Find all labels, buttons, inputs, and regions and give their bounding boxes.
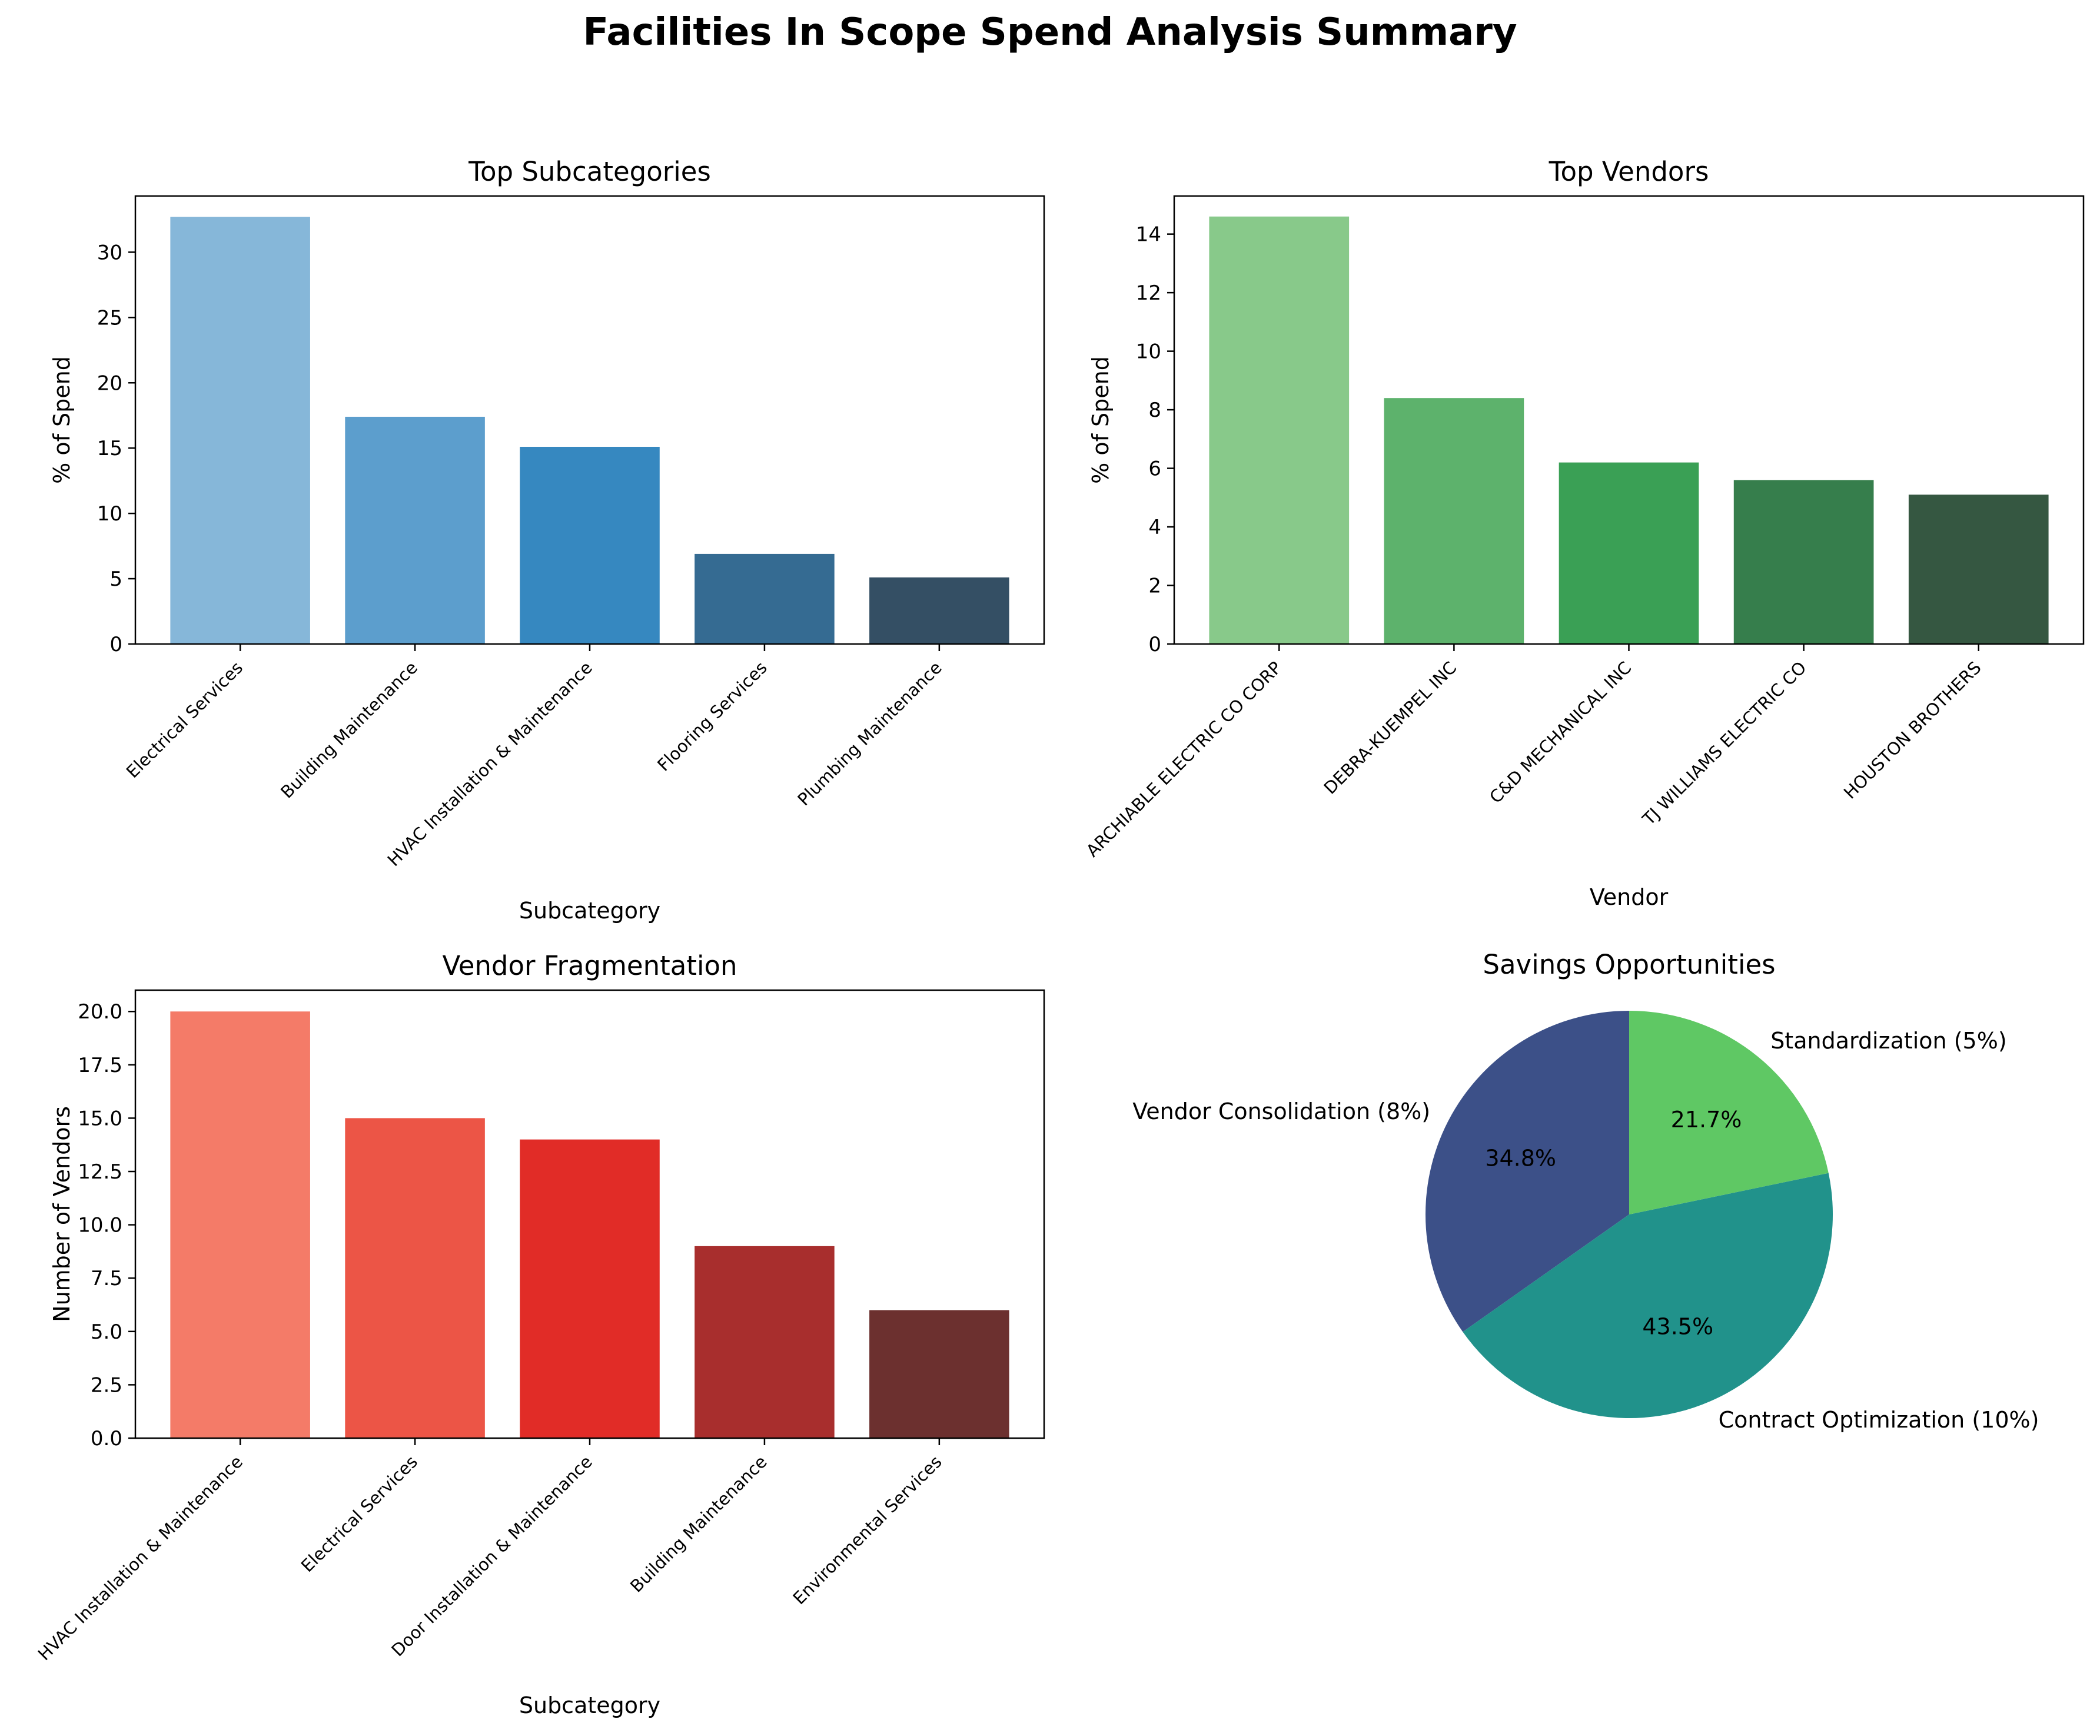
bar-1 [345,416,485,644]
y-tick-label: 25 [97,306,122,330]
x-axis-label: Vendor [1590,884,1669,910]
pie-slice-label: Contract Optimization (10%) [1719,1407,2039,1433]
pie-percent-label: 34.8% [1485,1145,1556,1171]
x-axis-label: Subcategory [519,1692,660,1718]
pie-percent-label: 21.7% [1671,1107,1742,1133]
chart-title: Vendor Fragmentation [442,950,737,981]
bar-2 [520,1139,660,1438]
y-tick-label: 10 [97,502,122,526]
figure-title: Facilities In Scope Spend Analysis Summa… [583,11,1517,54]
bar-0 [170,217,310,644]
y-tick-label: 20 [97,371,122,395]
chart-title: Top Vendors [1549,156,1709,187]
y-tick-label: 0 [1148,633,1161,656]
bar-2 [1559,462,1699,644]
bar-3 [695,1246,835,1438]
y-tick-label: 10 [1136,340,1161,364]
y-tick-label: 6 [1148,457,1161,481]
y-tick-label: 0 [109,633,122,656]
y-tick-label: 5.0 [91,1320,122,1344]
y-tick-label: 2.5 [91,1373,122,1397]
y-tick-label: 2 [1148,575,1161,598]
y-tick-label: 10.0 [78,1214,122,1237]
pie-percent-label: 43.5% [1642,1313,1713,1339]
chart-title: Top Subcategories [468,156,711,187]
y-tick-label: 12.5 [78,1160,122,1184]
pie-slice-2 [1629,1011,1829,1214]
bar-4 [1908,494,2049,644]
y-axis-label: % of Spend [1088,356,1114,484]
y-tick-label: 17.5 [78,1054,122,1077]
bar-3 [695,553,835,644]
bar-0 [170,1011,310,1438]
y-tick-label: 12 [1136,281,1161,305]
y-axis-label: % of Spend [49,356,75,484]
y-tick-label: 5 [109,567,122,591]
pie-slice-label: Standardization (5%) [1770,1028,2006,1054]
y-tick-label: 0.0 [91,1427,122,1450]
x-axis-label: Subcategory [519,898,660,924]
bar-2 [520,446,660,644]
y-tick-label: 4 [1148,516,1161,539]
y-tick-label: 8 [1148,399,1161,422]
chart-title: Savings Opportunities [1483,949,1775,980]
bar-4 [869,1310,1009,1438]
pie-slice-label: Vendor Consolidation (8%) [1132,1098,1430,1124]
y-tick-label: 7.5 [91,1267,122,1290]
y-tick-label: 15 [97,437,122,460]
y-tick-label: 14 [1136,223,1161,247]
bar-1 [1384,398,1524,644]
bar-3 [1733,480,1874,644]
bar-4 [869,577,1009,644]
bar-1 [345,1118,485,1438]
bar-0 [1209,216,1350,644]
y-tick-label: 15.0 [78,1107,122,1130]
y-tick-label: 20.0 [78,1000,122,1024]
pie-slice-0 [1425,1010,1629,1332]
pie-slice-1 [1463,1173,1833,1419]
y-tick-label: 30 [97,241,122,264]
y-axis-label: Number of Vendors [49,1106,75,1322]
chart-savings-opportunities: Savings Opportunities 34.8% Vendor Consoli… [1132,949,2039,1433]
